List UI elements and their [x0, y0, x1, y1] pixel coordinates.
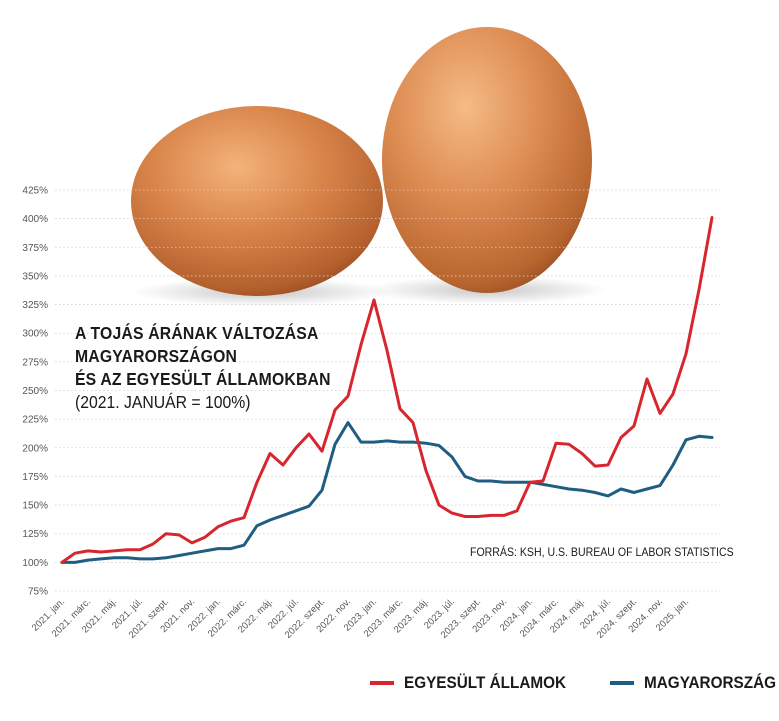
x-axis: 2021. jan.2021. márc.2021. máj.2021. júl… — [30, 596, 691, 640]
y-tick-label: 75% — [28, 587, 48, 598]
y-tick-label: 400% — [22, 214, 48, 225]
y-tick-label: 425% — [22, 186, 48, 197]
y-axis: 75% 100% 125% 150% 175% 200% 225% 250% 275% 300% 3… — [22, 186, 48, 598]
legend-swatch-hu — [610, 681, 635, 685]
y-tick-label: 175% — [22, 472, 48, 483]
title-line-2: MAGYARORSZÁGON — [75, 346, 238, 366]
y-tick-label: 225% — [22, 415, 48, 426]
y-tick-label: 100% — [22, 558, 48, 569]
y-tick-label: 300% — [22, 329, 48, 340]
legend-swatch-us — [370, 681, 394, 685]
y-tick-label: 375% — [22, 243, 48, 254]
series-line-us — [60, 216, 714, 564]
y-tick-label: 125% — [22, 529, 48, 540]
chart-title: A TOJÁS ÁRÁNAK VÁLTOZÁSA MAGYARORSZÁGON … — [75, 322, 375, 414]
legend: EGYESÜLT ÁLLAMOK MAGYARORSZÁG — [370, 673, 779, 693]
y-tick-label: 275% — [22, 357, 48, 368]
title-subtitle: (2021. JANUÁR = 100%) — [75, 392, 251, 412]
legend-label-us: EGYESÜLT ÁLLAMOK — [404, 673, 567, 692]
legend-label-hu: MAGYARORSZÁG — [644, 673, 777, 692]
y-tick-label: 325% — [22, 300, 48, 311]
title-line-1: A TOJÁS ÁRÁNAK VÁLTOZÁSA — [75, 323, 319, 343]
y-tick-label: 350% — [22, 271, 48, 282]
series-line-hu — [60, 421, 714, 564]
legend-item-us: EGYESÜLT ÁLLAMOK — [370, 673, 584, 693]
title-line-3: ÉS AZ EGYESÜLT ÁLLAMOKBAN — [75, 369, 331, 389]
gridlines — [55, 189, 720, 592]
y-tick-label: 150% — [22, 501, 48, 512]
y-tick-label: 200% — [22, 443, 48, 454]
series-lines — [60, 216, 714, 564]
egg-left — [131, 106, 383, 296]
eggs-photo — [131, 27, 607, 306]
egg-right — [382, 27, 592, 293]
legend-item-hu: MAGYARORSZÁG — [610, 673, 779, 693]
source-note: FORRÁS: KSH, U.S. BUREAU OF LABOR STATIS… — [470, 545, 734, 559]
y-tick-label: 250% — [22, 386, 48, 397]
